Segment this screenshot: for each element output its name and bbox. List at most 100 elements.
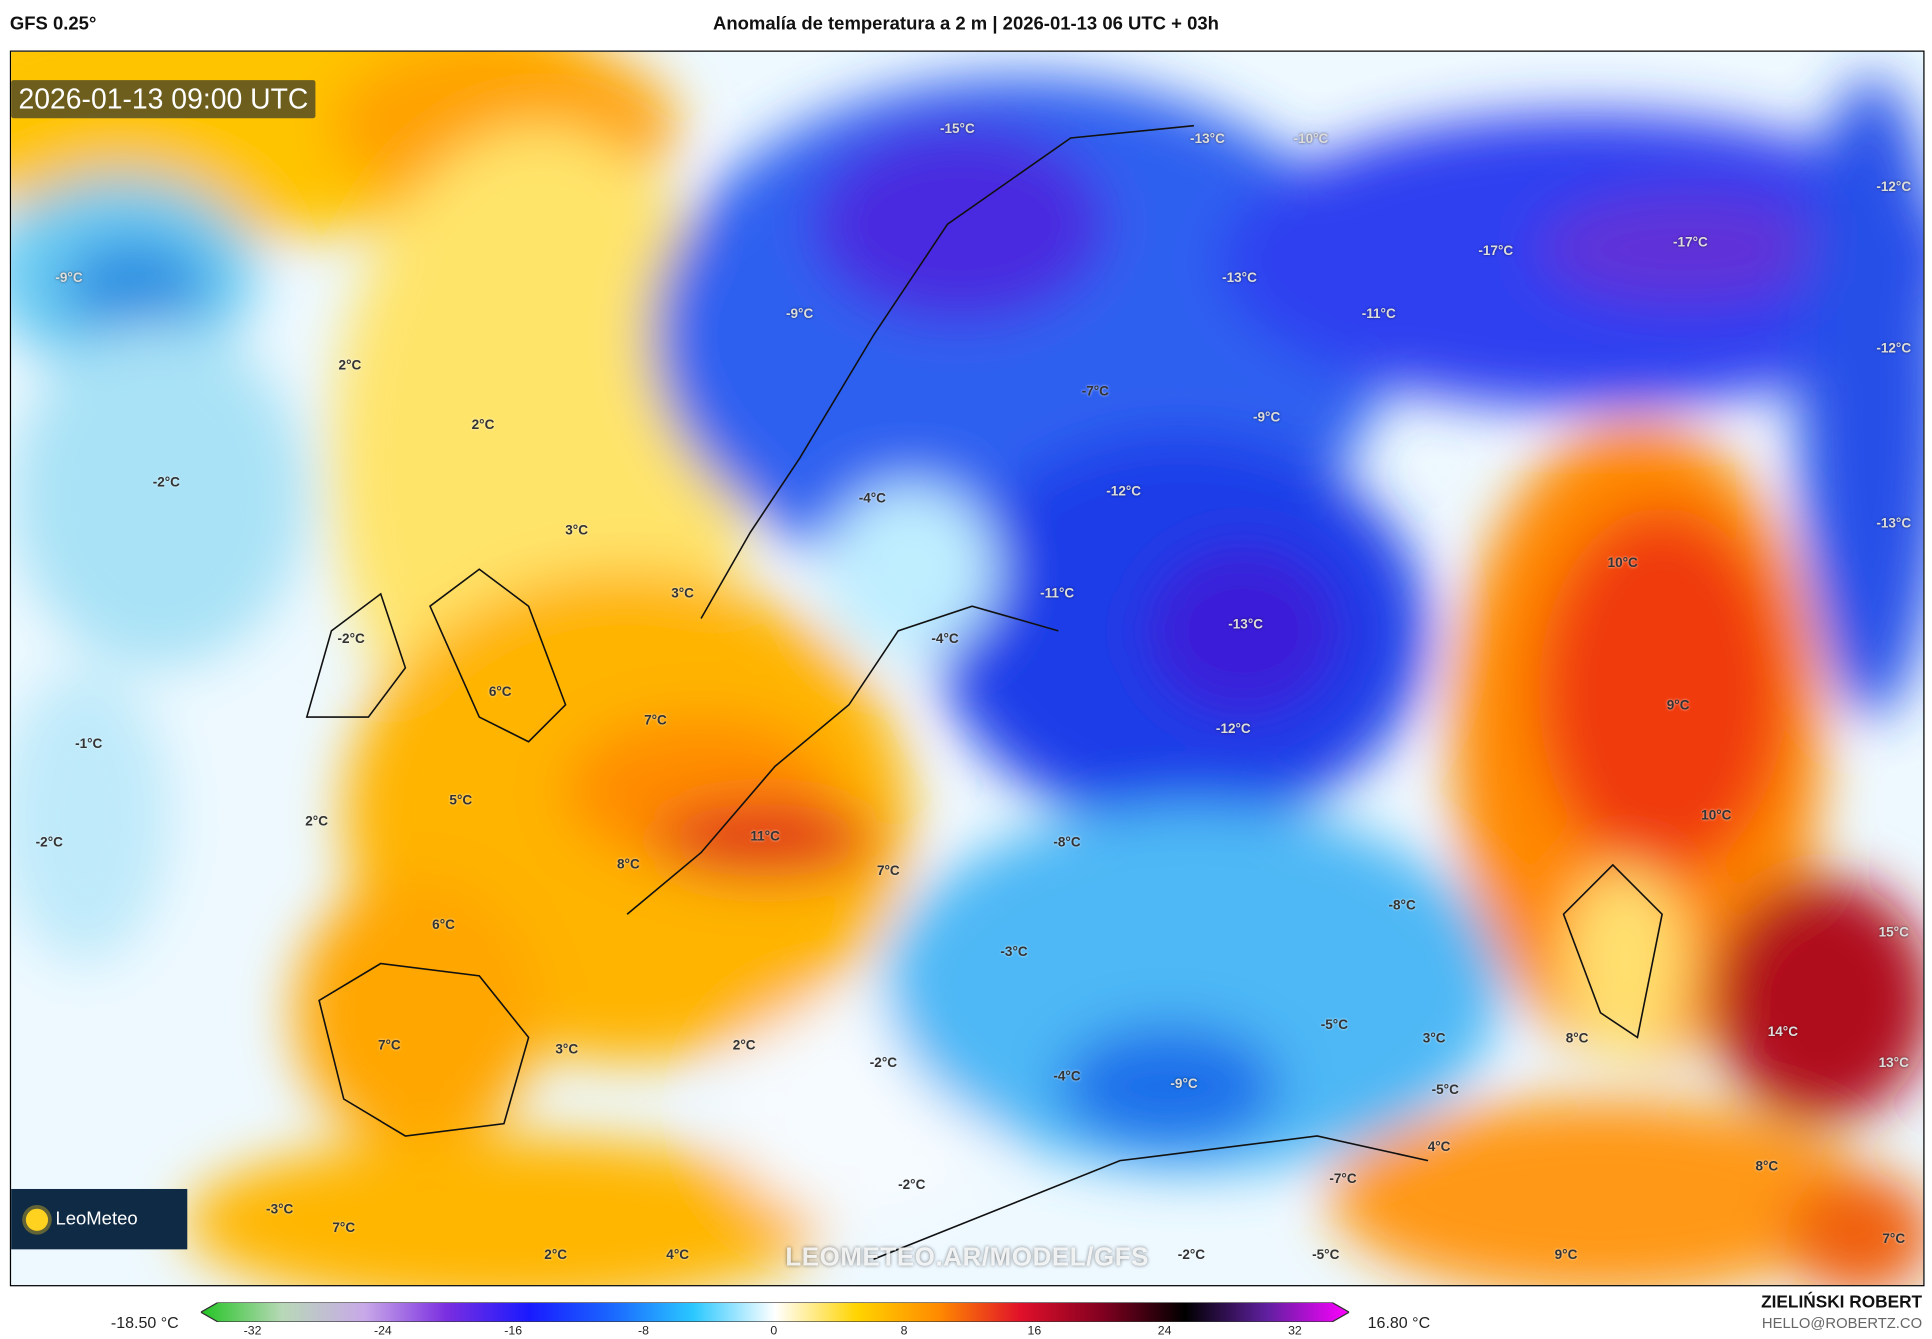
anomaly-region — [1563, 864, 1687, 1063]
anomaly-value-label: -8°C — [1053, 835, 1081, 851]
anomaly-value-label: 2°C — [471, 417, 495, 433]
coastline — [873, 1135, 1429, 1260]
anomaly-value-label: 8°C — [1565, 1031, 1589, 1047]
anomaly-value-label: 6°C — [488, 685, 512, 700]
anomaly-value-label: -5°C — [1320, 1017, 1348, 1033]
anomaly-value-label: -5°C — [1312, 1248, 1340, 1263]
colorbar-tick-label: -32 — [243, 1324, 262, 1339]
anomaly-field — [11, 51, 1924, 1286]
anomaly-value-label: -1°C — [75, 736, 103, 752]
anomaly-value-label: 5°C — [449, 793, 473, 809]
anomaly-value-label: 3°C — [1422, 1031, 1446, 1047]
anomaly-value-label: -17°C — [1478, 243, 1514, 259]
anomaly-value-label: 10°C — [1701, 808, 1732, 824]
anomaly-value-label: 6°C — [432, 917, 455, 933]
coastline — [305, 592, 407, 718]
anomaly-region — [654, 803, 877, 878]
anomaly-value-label: 13°C — [1878, 1055, 1909, 1071]
anomaly-value-label: -10°C — [1293, 131, 1329, 147]
anomaly-value-label: -5°C — [1431, 1083, 1459, 1098]
colorbar — [200, 1302, 1350, 1323]
anomaly-value-label: -11°C — [1040, 586, 1075, 602]
anomaly-value-label: 9°C — [1666, 698, 1690, 714]
anomaly-value-label: 7°C — [377, 1038, 401, 1054]
map-title: Anomalía de temperatura a 2 m | 2026-01-… — [713, 13, 1219, 35]
colorbar-tick-label: -24 — [373, 1324, 392, 1339]
anomaly-value-label: 2°C — [338, 358, 362, 374]
anomaly-value-label: -2°C — [337, 632, 365, 647]
anomaly-value-label: -2°C — [152, 475, 180, 491]
anomaly-region — [1538, 193, 1835, 305]
anomaly-value-label: -2°C — [898, 1177, 926, 1193]
anomaly-value-label: -13°C — [1190, 131, 1225, 147]
anomaly-value-label: 7°C — [644, 713, 667, 729]
anomaly-value-label: 14°C — [1767, 1025, 1798, 1040]
anomaly-value-label: 9°C — [1554, 1248, 1578, 1263]
colorbar-max-label: 16.80 °C — [1367, 1313, 1431, 1332]
coastline — [1562, 863, 1663, 1039]
anomaly-region — [1797, 76, 1924, 717]
anomaly-value-label: -4°C — [931, 632, 959, 647]
anomaly-value-label: 3°C — [555, 1042, 579, 1058]
colorbar-tick-label: 16 — [1027, 1324, 1042, 1339]
watermark: LEOMETEO.AR/MODEL/GFS — [785, 1243, 1150, 1272]
anomaly-region — [1538, 507, 1786, 878]
anomaly-region — [183, 1136, 825, 1286]
logo-text: LeoMeteo — [55, 1208, 138, 1230]
anomaly-value-label: 4°C — [1427, 1139, 1451, 1155]
anomaly-value-label: -9°C — [786, 306, 814, 322]
valid-time: 2026-01-13 09:00 UTC — [11, 80, 316, 119]
anomaly-region — [1058, 1025, 1281, 1149]
anomaly-value-label: -15°C — [939, 121, 975, 137]
colorbar-tick-label: -16 — [504, 1324, 523, 1339]
anomaly-region — [60, 236, 209, 336]
anomaly-value-label: 7°C — [332, 1221, 356, 1236]
anomaly-value-label: 3°C — [671, 586, 694, 602]
coastline — [700, 124, 1194, 619]
anomaly-region — [1144, 544, 1342, 718]
anomaly-value-label: 11°C — [750, 829, 780, 844]
anomaly-region — [811, 125, 1108, 323]
anomaly-value-label: 8°C — [1755, 1159, 1779, 1175]
anomaly-value-label: -4°C — [858, 491, 886, 507]
author: ZIELIŃSKI ROBERT — [1761, 1291, 1923, 1311]
anomaly-value-label: 10°C — [1607, 555, 1638, 571]
coastline — [318, 962, 530, 1137]
anomaly-value-label: -8°C — [1388, 898, 1416, 913]
colorbar-tick-label: 24 — [1157, 1324, 1172, 1339]
colorbar-tick-label: 0 — [770, 1324, 778, 1339]
anomaly-region — [294, 877, 541, 1149]
anomaly-region — [11, 667, 172, 964]
anomaly-value-label: -3°C — [266, 1202, 294, 1218]
anomaly-value-label: -13°C — [1876, 516, 1912, 532]
anomaly-value-label: -13°C — [1228, 617, 1264, 633]
anomaly-value-label: -2°C — [869, 1055, 898, 1071]
anomaly-region — [11, 322, 307, 668]
leometeo-logo: LeoMeteo — [11, 1188, 188, 1250]
anomaly-value-label: 15°C — [1878, 925, 1909, 941]
anomaly-value-label: -13°C — [1222, 271, 1257, 286]
anomaly-value-label: -11°C — [1361, 306, 1396, 322]
anomaly-value-label: 2°C — [732, 1038, 756, 1054]
anomaly-value-label: -2°C — [35, 835, 63, 851]
anomaly-value-label: 7°C — [876, 863, 900, 879]
anomaly-value-label: -4°C — [1053, 1069, 1081, 1085]
coastline — [626, 605, 1059, 915]
anomaly-value-label: -9°C — [1170, 1076, 1198, 1092]
coastline — [429, 568, 567, 743]
anomaly-region — [1329, 1099, 1872, 1286]
author-email: HELLO@ROBERTZ.CO — [1761, 1314, 1923, 1332]
temperature-anomaly-map: -15°C -13°C -10°C -12°C -9°C -17°C -17°C -13°C -… — [9, 50, 1925, 1287]
anomaly-region — [885, 803, 1502, 1173]
anomaly-value-label: -12°C — [1215, 722, 1251, 737]
anomaly-value-label: 7°C — [1882, 1232, 1906, 1247]
anomaly-region — [1711, 877, 1924, 1124]
anomaly-value-label: 2°C — [544, 1248, 568, 1263]
sun-icon — [25, 1208, 49, 1231]
anomaly-value-label: -12°C — [1876, 179, 1912, 195]
anomaly-region — [1785, 1172, 1924, 1286]
anomaly-value-label: -7°C — [1081, 384, 1109, 400]
anomaly-value-label: 4°C — [666, 1248, 690, 1263]
colorbar-tick-label: -8 — [637, 1324, 649, 1339]
